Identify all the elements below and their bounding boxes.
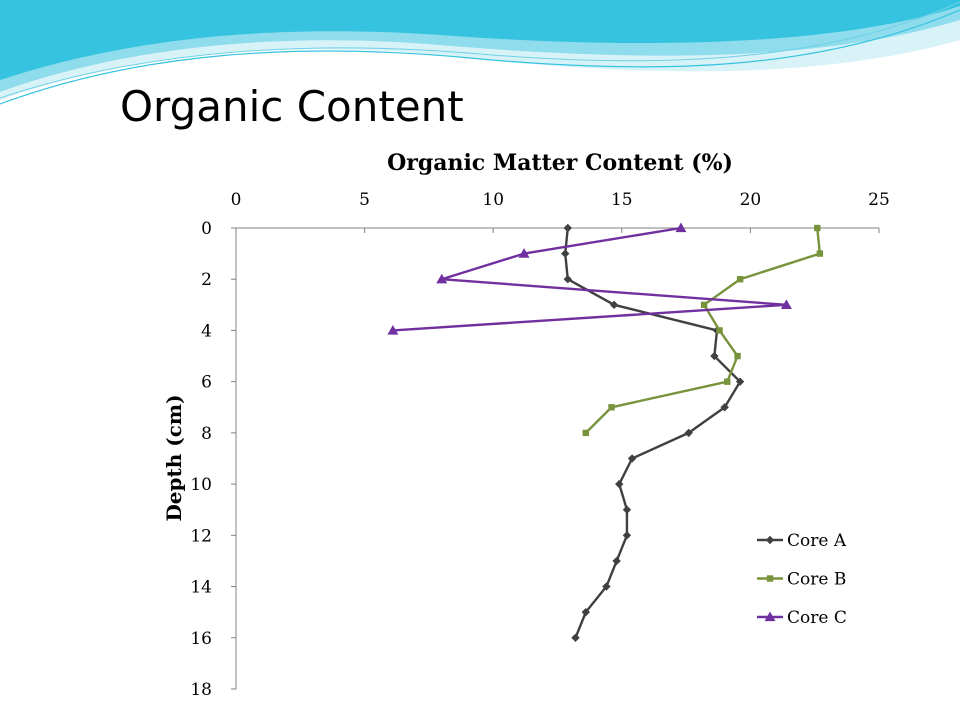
x-tick-label: 10 xyxy=(482,190,504,210)
data-point-core-b xyxy=(582,429,589,437)
x-tick-label: 5 xyxy=(359,190,370,210)
data-point-core-a xyxy=(612,556,621,566)
data-point-core-a xyxy=(609,300,619,310)
y-tick-label: 10 xyxy=(190,475,212,495)
legend-item-core-b: Core B xyxy=(757,570,846,590)
header-wave-decoration xyxy=(0,0,960,105)
series-line-core-b xyxy=(584,227,822,434)
slide-title: Organic Content xyxy=(120,82,464,131)
data-point-core-a xyxy=(581,607,590,617)
x-tick-label: 0 xyxy=(231,190,242,210)
data-point-core-a xyxy=(561,249,570,258)
y-tick-label: 2 xyxy=(201,270,212,290)
data-point-core-b xyxy=(736,276,744,283)
x-tick-label: 25 xyxy=(868,190,890,210)
data-point-core-b xyxy=(724,378,731,385)
legend-label-core-c: Core C xyxy=(787,608,847,628)
data-point-core-b xyxy=(700,301,708,309)
y-tick-label: 6 xyxy=(201,373,212,393)
y-tick-label: 18 xyxy=(190,680,212,700)
data-point-core-c xyxy=(780,299,792,309)
y-tick-label: 16 xyxy=(190,629,212,649)
data-point-core-b xyxy=(814,224,821,232)
wave-line-2 xyxy=(0,1,960,99)
y-tick-label: 12 xyxy=(190,526,212,546)
y-axis-label: Depth (cm) xyxy=(162,394,186,521)
data-point-core-a xyxy=(563,223,572,233)
y-tick-label: 0 xyxy=(201,219,212,239)
data-point-core-b xyxy=(734,352,741,360)
data-point-core-a xyxy=(615,479,624,489)
series-line-core-c xyxy=(392,226,788,332)
legend-item-core-a: Core A xyxy=(757,531,847,551)
data-point-core-b xyxy=(608,404,615,411)
data-point-core-c xyxy=(518,248,530,258)
legend-label-core-a: Core A xyxy=(787,531,847,551)
data-point-core-c xyxy=(387,324,399,335)
chart-axes: 0 5 10 15 20 25 0 2 4 6 8 10 12 14 16 18 xyxy=(190,190,889,700)
wave-band-front xyxy=(0,0,960,80)
data-point-core-a xyxy=(735,377,745,386)
data-point-core-a xyxy=(720,403,729,412)
wave-line xyxy=(0,9,960,105)
y-tick-label: 8 xyxy=(201,424,212,444)
data-point-core-a xyxy=(622,505,632,514)
legend-marker-core-b xyxy=(766,575,774,582)
legend-marker-core-a xyxy=(765,535,775,545)
data-point-core-a xyxy=(563,275,572,284)
series-core-b xyxy=(582,224,824,437)
x-tick-label: 15 xyxy=(611,190,633,210)
chart-legend: Core A Core B Core C xyxy=(757,531,847,628)
data-point-core-a xyxy=(622,531,632,540)
data-point-core-c xyxy=(436,273,448,284)
data-point-core-b xyxy=(716,327,723,334)
data-point-core-c xyxy=(675,222,687,233)
legend-item-core-c: Core C xyxy=(757,608,847,628)
y-tick-label: 14 xyxy=(190,578,212,598)
data-point-core-b xyxy=(816,250,824,257)
x-tick-label: 20 xyxy=(740,190,762,210)
chart-plot-area xyxy=(387,222,824,642)
y-tick-label: 4 xyxy=(201,321,212,341)
data-point-core-a xyxy=(710,351,719,361)
data-point-core-a xyxy=(627,454,637,463)
legend-marker-core-c xyxy=(764,611,776,622)
data-point-core-a xyxy=(571,633,580,642)
chart-title: Organic Matter Content (%) xyxy=(387,150,733,176)
legend-label-core-b: Core B xyxy=(787,570,846,590)
data-point-core-a xyxy=(684,428,693,438)
data-point-core-a xyxy=(602,582,611,591)
series-core-c xyxy=(387,222,792,335)
